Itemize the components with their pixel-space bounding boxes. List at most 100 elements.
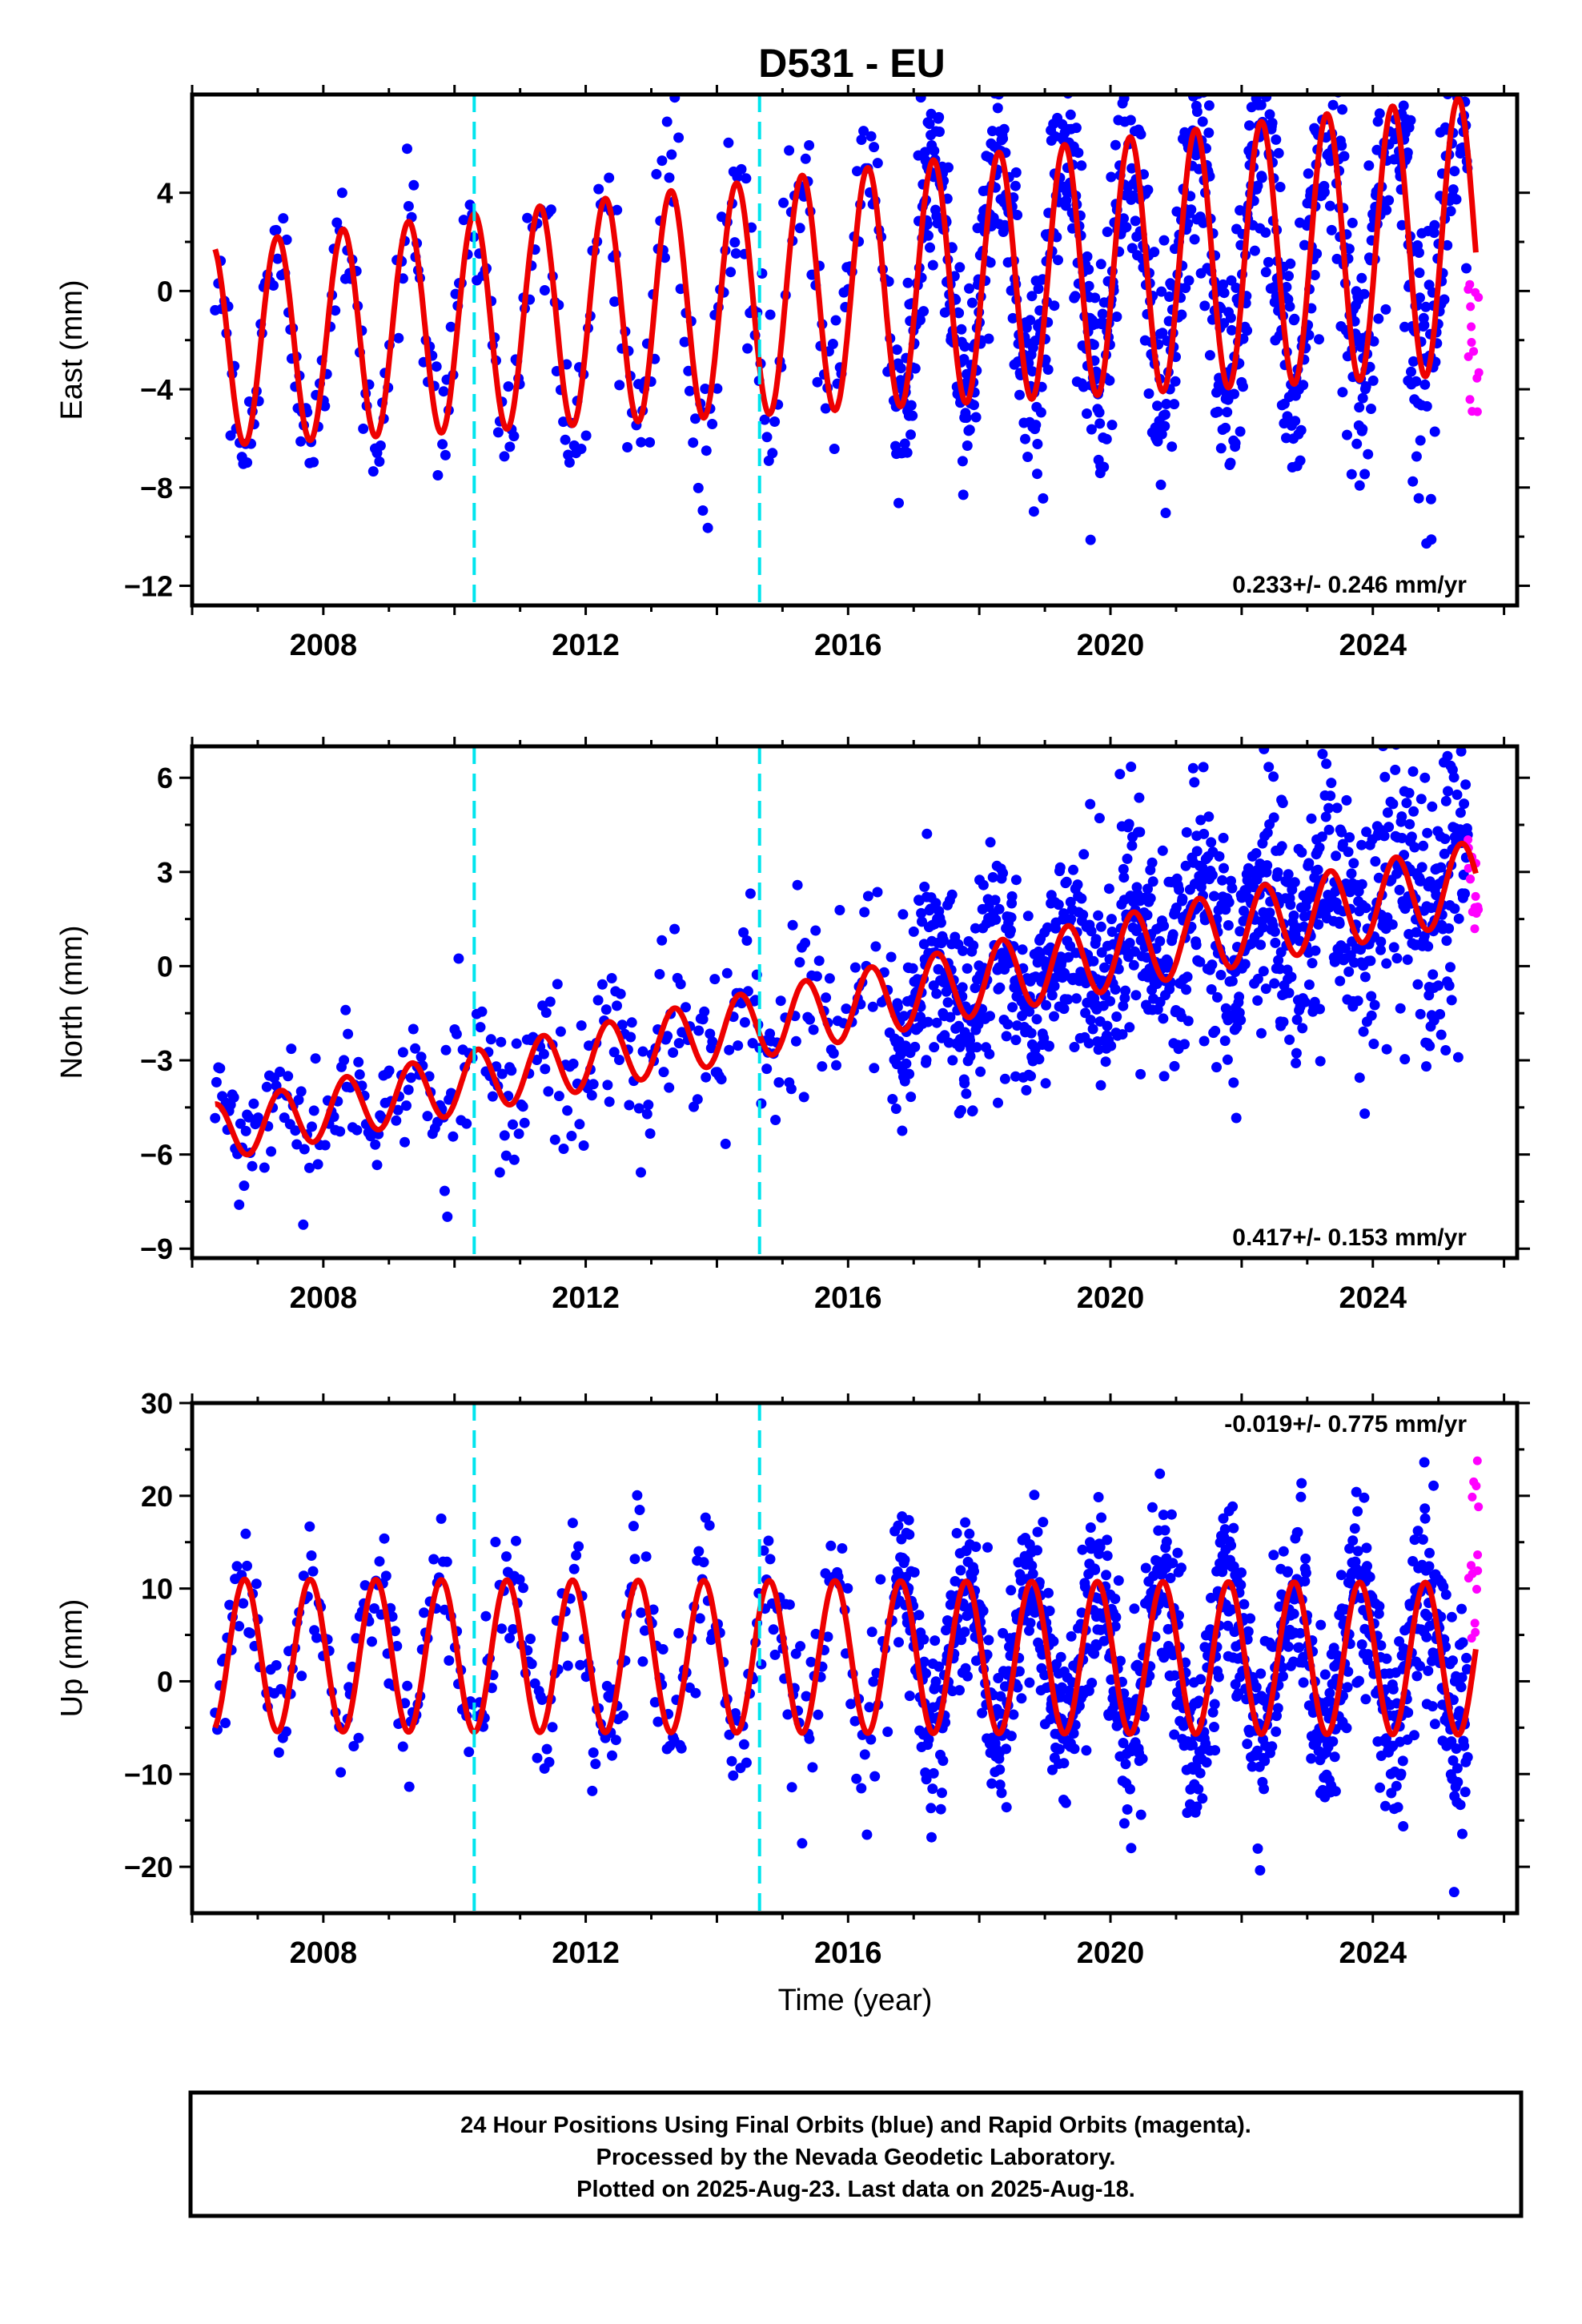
- data-point: [402, 1680, 413, 1691]
- data-point: [1356, 1639, 1367, 1650]
- data-point: [1331, 850, 1342, 862]
- data-point: [934, 111, 945, 123]
- chart-title: D531 - EU: [758, 41, 945, 86]
- data-point: [552, 979, 563, 990]
- data-point: [1038, 1517, 1049, 1528]
- data-point: [440, 449, 451, 460]
- data-point: [440, 1044, 452, 1055]
- data-point: [1323, 802, 1335, 814]
- data-point: [1191, 150, 1202, 161]
- data-point: [1337, 838, 1348, 850]
- data-point: [522, 212, 533, 223]
- data-point: [1120, 1759, 1131, 1770]
- rapid-point: [1472, 1456, 1482, 1466]
- data-point: [499, 451, 510, 462]
- data-point: [1324, 1687, 1335, 1699]
- data-point: [639, 1625, 650, 1636]
- data-point: [304, 1521, 315, 1532]
- data-point: [1415, 794, 1427, 805]
- data-point: [1206, 837, 1217, 848]
- data-point: [805, 1014, 815, 1025]
- data-point: [1366, 404, 1376, 414]
- data-point: [1295, 1491, 1307, 1502]
- data-point: [1053, 255, 1063, 266]
- data-point: [307, 1566, 319, 1577]
- data-point: [1306, 1753, 1317, 1764]
- data-point: [1273, 955, 1284, 966]
- data-point: [560, 434, 571, 445]
- data-point: [1199, 1035, 1210, 1047]
- data-point: [1337, 104, 1348, 115]
- data-point: [1312, 864, 1323, 875]
- data-point: [1130, 215, 1141, 227]
- data-point: [1071, 993, 1082, 1004]
- data-point: [295, 1086, 307, 1097]
- data-point: [1367, 375, 1379, 386]
- data-point: [393, 332, 404, 344]
- data-point: [1126, 1843, 1137, 1854]
- data-point: [1193, 1783, 1204, 1795]
- data-point: [1368, 336, 1379, 347]
- data-point: [401, 1100, 412, 1112]
- data-point: [987, 872, 998, 883]
- data-point: [943, 162, 954, 173]
- data-point: [1201, 1757, 1212, 1768]
- data-point: [1251, 1682, 1262, 1693]
- data-point: [658, 1067, 669, 1078]
- data-point: [1203, 811, 1215, 822]
- data-point: [1082, 251, 1093, 262]
- data-point: [1187, 1739, 1198, 1751]
- data-point: [1255, 99, 1267, 111]
- data-point: [1049, 1011, 1059, 1022]
- data-point: [1457, 1637, 1468, 1648]
- data-point: [1447, 184, 1459, 195]
- data-point: [690, 413, 701, 424]
- data-point: [920, 147, 930, 158]
- data-point: [1210, 1025, 1221, 1036]
- data-point: [897, 909, 909, 920]
- data-point: [1244, 120, 1255, 131]
- data-point: [580, 430, 592, 441]
- data-point: [266, 1146, 277, 1157]
- data-point: [1363, 448, 1374, 460]
- data-point: [1403, 787, 1415, 798]
- data-point: [805, 1656, 817, 1667]
- data-point: [701, 445, 712, 456]
- data-point: [1447, 1755, 1459, 1766]
- data-point: [1331, 802, 1343, 814]
- data-point: [812, 376, 823, 388]
- data-point: [564, 457, 575, 468]
- data-point: [699, 1006, 710, 1017]
- data-point: [656, 155, 668, 167]
- data-point: [1352, 995, 1363, 1007]
- data-point: [1366, 991, 1377, 1002]
- data-point: [432, 470, 444, 480]
- data-point: [1093, 910, 1104, 921]
- data-point: [918, 306, 930, 317]
- data-point: [1022, 452, 1034, 462]
- data-point: [586, 1090, 597, 1101]
- data-point: [1014, 389, 1025, 400]
- data-point: [446, 1088, 456, 1099]
- data-point: [1356, 879, 1367, 890]
- data-point: [1296, 1478, 1307, 1489]
- data-point: [541, 1743, 552, 1755]
- data-point: [328, 1112, 339, 1122]
- data-point: [1218, 279, 1229, 290]
- data-point: [1152, 400, 1162, 412]
- plot-frame: [190, 1401, 1520, 1916]
- data-point: [970, 983, 981, 994]
- data-point: [1086, 424, 1097, 435]
- data-point: [1286, 971, 1297, 983]
- data-point: [1349, 1523, 1360, 1534]
- data-point: [379, 1533, 390, 1544]
- data-point: [761, 432, 773, 443]
- data-point: [865, 131, 877, 142]
- data-point: [947, 1055, 958, 1066]
- data-point: [549, 1134, 560, 1145]
- data-point: [1094, 1542, 1106, 1553]
- data-point: [1309, 270, 1320, 280]
- data-point: [532, 1055, 542, 1065]
- data-point: [810, 1628, 821, 1639]
- data-point: [1130, 990, 1142, 1001]
